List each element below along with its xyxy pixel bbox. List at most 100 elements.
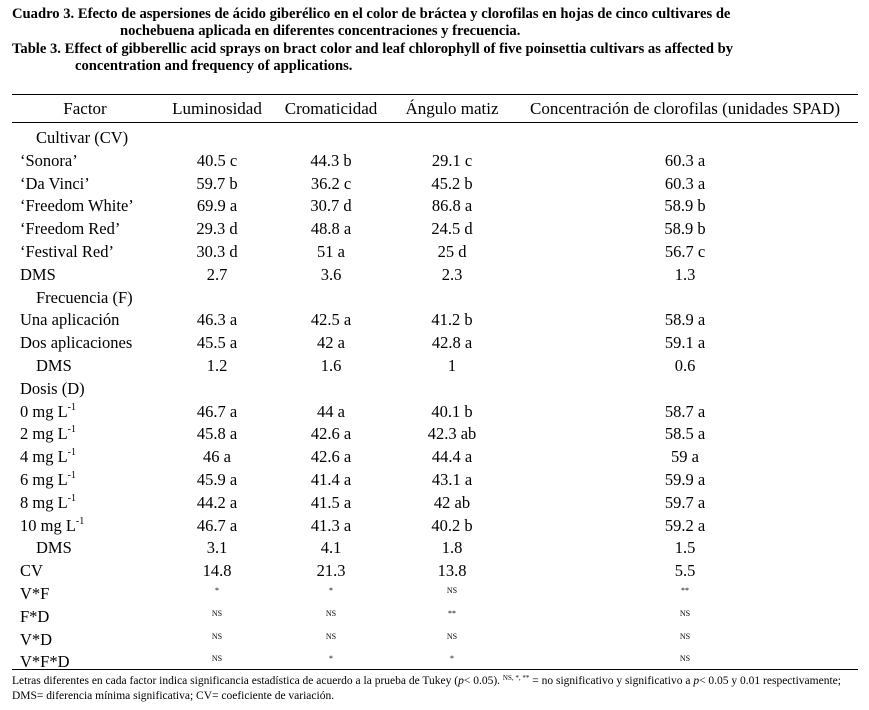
- table-row: CV 14.8 21.3 13.8 5.5: [0, 560, 869, 583]
- table-row: 4 mg L-1 46 a 42.6 a 44.4 a 59 a: [0, 446, 869, 469]
- row-factor-text: 6 mg L: [20, 469, 68, 489]
- cell-cromaticidad: 51 a: [317, 241, 345, 261]
- table-top-rule: [12, 94, 858, 95]
- cell-angulo-matiz: 43.1 a: [431, 469, 473, 489]
- row-factor-text: Dosis (D): [20, 378, 85, 398]
- cell-clorofilas: 1.3: [674, 264, 696, 284]
- table-header-rule: [12, 122, 858, 123]
- row-factor-label: 0 mg L-1: [20, 401, 76, 424]
- row-factor-unit-exponent: -1: [67, 469, 77, 481]
- row-factor-label: F*D: [20, 606, 49, 629]
- cell-cromaticidad: 42.6 a: [310, 447, 352, 467]
- row-factor-text: ‘Sonora’: [20, 150, 78, 170]
- cell-clorofilas: **: [681, 585, 689, 595]
- row-factor-text: 0 mg L: [20, 401, 68, 421]
- row-factor-text: Frecuencia (F): [36, 287, 133, 307]
- row-factor-text: 10 mg L: [20, 515, 76, 535]
- cell-cromaticidad: NS: [325, 631, 337, 641]
- row-factor-text: DMS: [20, 264, 56, 284]
- row-factor-text: DMS: [36, 355, 72, 375]
- table-row: ‘Freedom White’ 69.9 a 30.7 d 86.8 a 58.9 b: [0, 195, 869, 218]
- cell-luminosidad: 46.7 a: [196, 515, 238, 535]
- cell-clorofilas: 1.5: [674, 538, 696, 558]
- row-factor-unit-exponent: -1: [67, 447, 77, 459]
- cell-luminosidad: NS: [211, 631, 223, 641]
- cell-angulo-matiz: 1.8: [441, 538, 463, 558]
- table-row: ‘Sonora’ 40.5 c 44.3 b 29.1 c 60.3 a: [0, 150, 869, 173]
- table-row: ‘Da Vinci’ 59.7 b 36.2 c 45.2 b 60.3 a: [0, 173, 869, 196]
- cell-luminosidad: 44.2 a: [196, 492, 238, 512]
- row-factor-text: V*D: [20, 629, 53, 649]
- cell-luminosidad: 3.1: [206, 538, 228, 558]
- cell-clorofilas: 59.7 a: [664, 492, 706, 512]
- row-factor-text: 4 mg L: [20, 447, 68, 467]
- table-row: V*D NS NS NS NS: [0, 629, 869, 652]
- cell-angulo-matiz: 45.2 b: [431, 173, 473, 193]
- row-factor-label: 10 mg L-1: [20, 515, 84, 538]
- cell-luminosidad: NS: [211, 654, 223, 664]
- cell-angulo-matiz: 40.1 b: [431, 401, 473, 421]
- caption-en-line1: Effect of gibberellic acid sprays on bra…: [64, 40, 734, 57]
- cell-clorofilas: NS: [679, 631, 691, 641]
- cell-clorofilas: 60.3 a: [664, 173, 706, 193]
- cell-angulo-matiz: 86.8 a: [431, 196, 473, 216]
- row-factor-unit-exponent: -1: [75, 515, 85, 527]
- cell-cromaticidad: *: [329, 585, 333, 595]
- cell-cromaticidad: NS: [325, 608, 337, 618]
- row-factor-label: ‘Sonora’: [20, 150, 78, 173]
- caption-en-line2: concentration and frequency of applicati…: [75, 57, 353, 74]
- footnote-text-2: < 0.05).: [463, 675, 501, 687]
- cell-clorofilas: 59 a: [671, 447, 699, 467]
- cell-luminosidad: 45.5 a: [196, 333, 238, 353]
- footnote-text-3: = no significativo y significativo a: [529, 675, 694, 687]
- cell-clorofilas: 0.6: [674, 355, 696, 375]
- row-factor-text: 2 mg L: [20, 424, 68, 444]
- cell-cromaticidad: 21.3: [316, 561, 346, 581]
- cell-angulo-matiz: 2.3: [441, 264, 463, 284]
- cell-cromaticidad: 36.2 c: [310, 173, 352, 193]
- row-factor-label: Frecuencia (F): [36, 287, 133, 310]
- table-row: 0 mg L-1 46.7 a 44 a 40.1 b 58.7 a: [0, 401, 869, 424]
- table-row: 2 mg L-1 45.8 a 42.6 a 42.3 ab 58.5 a: [0, 423, 869, 446]
- row-factor-label: ‘Da Vinci’: [20, 173, 90, 196]
- header-cromaticidad: Cromaticidad: [284, 99, 378, 118]
- table-row: Dosis (D): [0, 378, 869, 401]
- table-footnote: Letras diferentes en cada factor indica …: [12, 674, 862, 704]
- header-factor: Factor: [63, 99, 107, 118]
- cell-luminosidad: 29.3 d: [196, 219, 238, 239]
- cell-luminosidad: 14.8: [202, 561, 232, 581]
- cell-luminosidad: *: [215, 585, 219, 595]
- row-factor-label: V*F: [20, 583, 49, 606]
- row-factor-text: CV: [20, 561, 43, 581]
- cell-cromaticidad: 41.3 a: [310, 515, 352, 535]
- table-row: Cultivar (CV): [0, 127, 869, 150]
- table-caption: Cuadro 3. Efecto de aspersiones de ácido…: [12, 6, 860, 75]
- cell-cromaticidad: 41.4 a: [310, 469, 352, 489]
- row-factor-unit-exponent: -1: [67, 401, 77, 413]
- cell-cromaticidad: 41.5 a: [310, 492, 352, 512]
- table-row: DMS 1.2 1.6 1 0.6: [0, 355, 869, 378]
- table-row: DMS 2.7 3.6 2.3 1.3: [0, 264, 869, 287]
- row-factor-text: Dos aplicaciones: [20, 333, 133, 353]
- cell-luminosidad: 46.3 a: [196, 310, 238, 330]
- cell-cromaticidad: 42 a: [317, 333, 345, 353]
- row-factor-text: ‘Da Vinci’: [20, 173, 90, 193]
- row-factor-label: Una aplicación: [20, 309, 119, 332]
- cell-angulo-matiz: 25 d: [437, 241, 467, 261]
- cell-angulo-matiz: 41.2 b: [431, 310, 473, 330]
- cell-clorofilas: 58.9 b: [664, 219, 706, 239]
- cell-luminosidad: 1.2: [206, 355, 228, 375]
- table-bottom-rule: [12, 669, 858, 670]
- cell-cromaticidad: 1.6: [320, 355, 342, 375]
- cell-clorofilas: 56.7 c: [664, 241, 706, 261]
- row-factor-label: DMS: [36, 355, 72, 378]
- row-factor-label: CV: [20, 560, 43, 583]
- row-factor-label: ‘Festival Red’: [20, 241, 114, 264]
- cell-angulo-matiz: 42.3 ab: [427, 424, 477, 444]
- row-factor-text: DMS: [36, 538, 72, 558]
- row-factor-text: ‘Freedom White’: [20, 196, 134, 216]
- row-factor-text: V*F*D: [20, 652, 70, 672]
- cell-cromaticidad: 3.6: [320, 264, 342, 284]
- table-row: Dos aplicaciones 45.5 a 42 a 42.8 a 59.1 a: [0, 332, 869, 355]
- row-factor-label: 4 mg L-1: [20, 446, 76, 469]
